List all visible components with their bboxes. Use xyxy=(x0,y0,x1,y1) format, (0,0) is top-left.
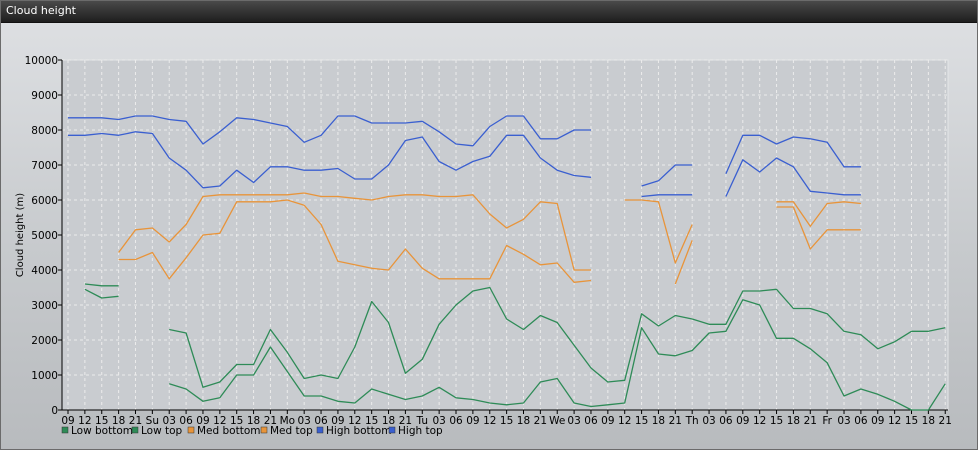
x-tick-label: 09 xyxy=(196,415,209,427)
y-tick-label: 10000 xyxy=(25,55,58,67)
legend-label-low-top: Low top xyxy=(141,425,183,437)
legend: Low bottom Low top Med bottom Med top High b… xyxy=(61,425,443,437)
x-tick-label: 06 xyxy=(854,415,868,427)
legend-label-low-bottom: Low bottom xyxy=(71,425,133,437)
x-tick-label: 12 xyxy=(213,415,226,427)
series-line-med-top xyxy=(118,192,861,271)
series-line-high-bottom xyxy=(68,131,861,198)
x-tick-label: 12 xyxy=(483,415,496,427)
cloud-height-chart: 0 1000 2000 3000 4000 5000 6000 7000 8000 9000 100… xyxy=(15,55,952,437)
window-title: Cloud height xyxy=(6,4,76,17)
y-tick-label: 6000 xyxy=(31,195,58,207)
x-tick-label: 18 xyxy=(112,415,125,427)
x-tick-label: 09 xyxy=(601,415,614,427)
x-tick-label: 21 xyxy=(669,415,682,427)
x-tick-label: 15 xyxy=(95,415,108,427)
x-tick-label: 21 xyxy=(939,415,952,427)
legend-label-med-bottom: Med bottom xyxy=(197,425,261,437)
y-tick-label: 0 xyxy=(51,405,58,417)
x-tick-label: 06 xyxy=(584,415,598,427)
legend-label-high-top: High top xyxy=(398,425,443,437)
x-tick-label: 12 xyxy=(618,415,631,427)
x-tick-label: Mo xyxy=(280,415,295,427)
y-tick-labels: 0 1000 2000 3000 4000 5000 6000 7000 8000 9000 100… xyxy=(25,55,58,417)
x-tick-label: 21 xyxy=(804,415,817,427)
x-tick-label: 03 xyxy=(702,415,715,427)
x-tick-label: Su xyxy=(146,415,159,427)
x-tick-label: 06 xyxy=(314,415,328,427)
x-tick-label: 09 xyxy=(466,415,479,427)
x-tick-label: 18 xyxy=(517,415,530,427)
series-line-low-top xyxy=(84,283,946,388)
x-tick-label: 18 xyxy=(247,415,260,427)
x-tick-label: 09 xyxy=(331,415,344,427)
x-tick-labels: 09 12 15 18 21 Su 03 06 09 12 15 18 21 Mo 03 06 09 12 15 18… xyxy=(61,415,952,427)
x-tick-label: 03 xyxy=(163,415,176,427)
x-tick-label: 15 xyxy=(635,415,648,427)
x-tick-label: 15 xyxy=(230,415,243,427)
x-tick-label: 12 xyxy=(78,415,91,427)
legend-swatch-med-top xyxy=(260,426,268,434)
x-tick-label: Th xyxy=(685,415,699,427)
series-line-high-top xyxy=(68,115,861,187)
x-tick-label: 06 xyxy=(449,415,463,427)
y-tick-label: 8000 xyxy=(31,125,58,137)
legend-swatch-med-bottom xyxy=(187,426,195,434)
legend-swatch-low-bottom xyxy=(61,426,69,434)
series-line-med-bottom xyxy=(118,199,861,285)
legend-swatch-high-bottom xyxy=(316,426,324,434)
x-tick-label: 09 xyxy=(61,415,74,427)
axes xyxy=(58,59,948,414)
x-tick-label: 15 xyxy=(770,415,783,427)
x-tick-label: 21 xyxy=(399,415,412,427)
x-tick-label: 06 xyxy=(179,415,193,427)
title-bar: Cloud height xyxy=(1,1,977,23)
y-axis-label: Cloud height (m) xyxy=(15,193,26,277)
legend-label-med-top: Med top xyxy=(270,425,313,437)
legend-swatch-low-top xyxy=(131,426,139,434)
series-lines xyxy=(68,115,946,411)
y-tick-label: 1000 xyxy=(31,370,58,382)
x-tick-label: 15 xyxy=(500,415,513,427)
x-tick-label: 21 xyxy=(264,415,277,427)
x-tick-label: Fr xyxy=(822,415,832,427)
x-tick-label: 18 xyxy=(652,415,665,427)
y-tick-label: 4000 xyxy=(31,265,58,277)
x-tick-label: 09 xyxy=(736,415,749,427)
x-tick-label: 03 xyxy=(432,415,445,427)
y-tick-label: 7000 xyxy=(31,160,58,172)
x-tick-label: 12 xyxy=(888,415,901,427)
y-tick-label: 2000 xyxy=(31,335,58,347)
x-tick-label: Tu xyxy=(416,415,428,427)
x-tick-label: 12 xyxy=(348,415,361,427)
y-tick-label: 3000 xyxy=(31,300,58,312)
x-tick-label: 21 xyxy=(129,415,142,427)
legend-swatch-high-top xyxy=(388,426,396,434)
legend-label-high-bottom: High bottom xyxy=(326,425,391,437)
x-tick-label: 15 xyxy=(365,415,378,427)
x-tick-label: 21 xyxy=(534,415,547,427)
x-tick-label: 15 xyxy=(905,415,918,427)
x-tick-label: 03 xyxy=(297,415,310,427)
x-tick-label: 18 xyxy=(787,415,800,427)
x-tick-label: We xyxy=(549,415,565,427)
x-tick-label: 18 xyxy=(922,415,935,427)
x-tick-label: 06 xyxy=(719,415,733,427)
y-tick-label: 9000 xyxy=(31,90,58,102)
x-tick-label: 03 xyxy=(567,415,580,427)
series-line-low-bottom xyxy=(84,288,946,411)
x-tick-label: 12 xyxy=(753,415,766,427)
x-tick-label: 09 xyxy=(871,415,884,427)
y-tick-label: 5000 xyxy=(31,230,58,242)
grid-lines xyxy=(62,59,948,410)
x-tick-label: 03 xyxy=(837,415,850,427)
x-tick-label: 18 xyxy=(382,415,395,427)
